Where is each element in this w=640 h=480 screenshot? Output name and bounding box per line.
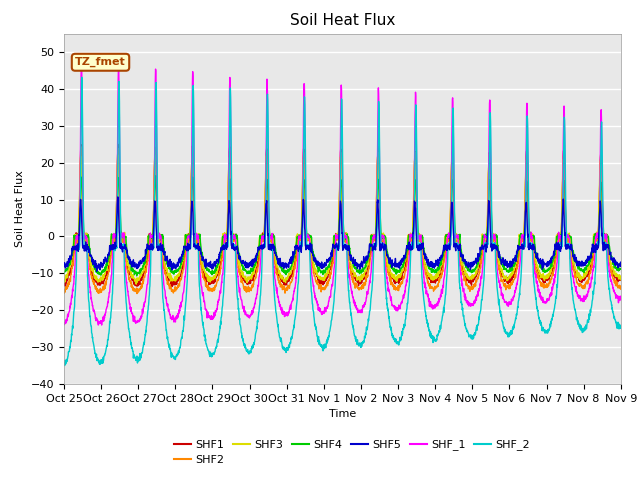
Legend: SHF1, SHF2, SHF3, SHF4, SHF5, SHF_1, SHF_2: SHF1, SHF2, SHF3, SHF4, SHF5, SHF_1, SHF… (170, 435, 534, 469)
Title: Soil Heat Flux: Soil Heat Flux (290, 13, 395, 28)
Y-axis label: Soil Heat Flux: Soil Heat Flux (15, 170, 25, 247)
Text: TZ_fmet: TZ_fmet (75, 57, 126, 67)
X-axis label: Time: Time (329, 409, 356, 419)
